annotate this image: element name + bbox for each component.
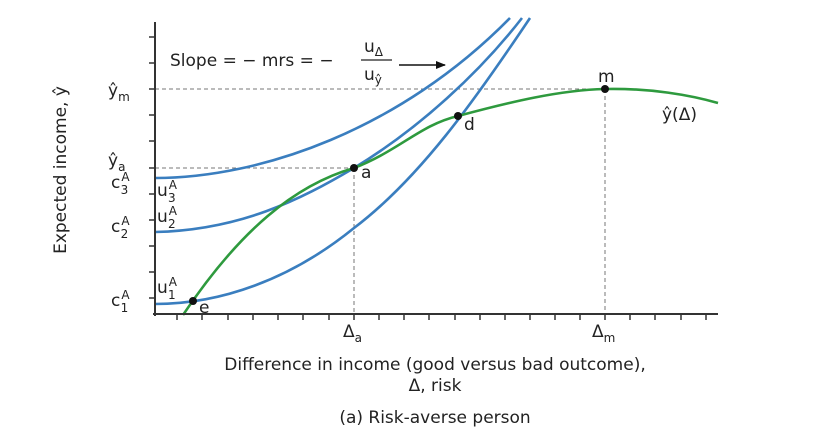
- y-tick-c3: cA 3: [111, 170, 130, 197]
- u3-label: uA 3: [157, 178, 178, 205]
- x-tick-marks: [176, 314, 707, 320]
- point-e-label: e: [199, 298, 209, 318]
- point-d-label: d: [464, 115, 475, 135]
- y-axis-title: Expected income, ŷ: [51, 86, 71, 254]
- u2-label: uA 2: [157, 204, 178, 231]
- y-tick-marks: [149, 36, 155, 299]
- point-a-marker: [350, 164, 358, 172]
- y-tick-c1: cA 1: [111, 288, 130, 315]
- x-axis-title-line2: Δ, risk: [409, 376, 462, 396]
- frontier-curve-yhat: [181, 87, 719, 316]
- slope-numerator: uΔ: [364, 37, 384, 59]
- indifference-curve-u1: [154, 17, 532, 306]
- point-e-marker: [189, 297, 197, 305]
- x-tick-da: Δa: [343, 322, 362, 345]
- indifference-curve-u3: [154, 17, 511, 180]
- point-m-marker: [601, 85, 609, 93]
- point-d-marker: [454, 112, 462, 120]
- u1-label: uA 1: [157, 275, 178, 302]
- point-m-label: m: [598, 67, 615, 87]
- x-tick-dm: Δm: [592, 322, 615, 345]
- y-tick-c2: cA 2: [111, 214, 130, 241]
- point-a-label: a: [361, 163, 371, 183]
- y-tick-ya: ŷa: [108, 151, 125, 174]
- y-tick-ym: ŷm: [108, 81, 130, 104]
- figure-caption: (a) Risk-averse person: [339, 408, 530, 428]
- slope-text: Slope = − mrs = −: [170, 51, 334, 71]
- slope-denominator: uŷ: [364, 65, 382, 87]
- frontier-label: ŷ(Δ): [662, 105, 697, 125]
- x-axis-title-line1: Difference in income (good versus bad ou…: [224, 355, 645, 375]
